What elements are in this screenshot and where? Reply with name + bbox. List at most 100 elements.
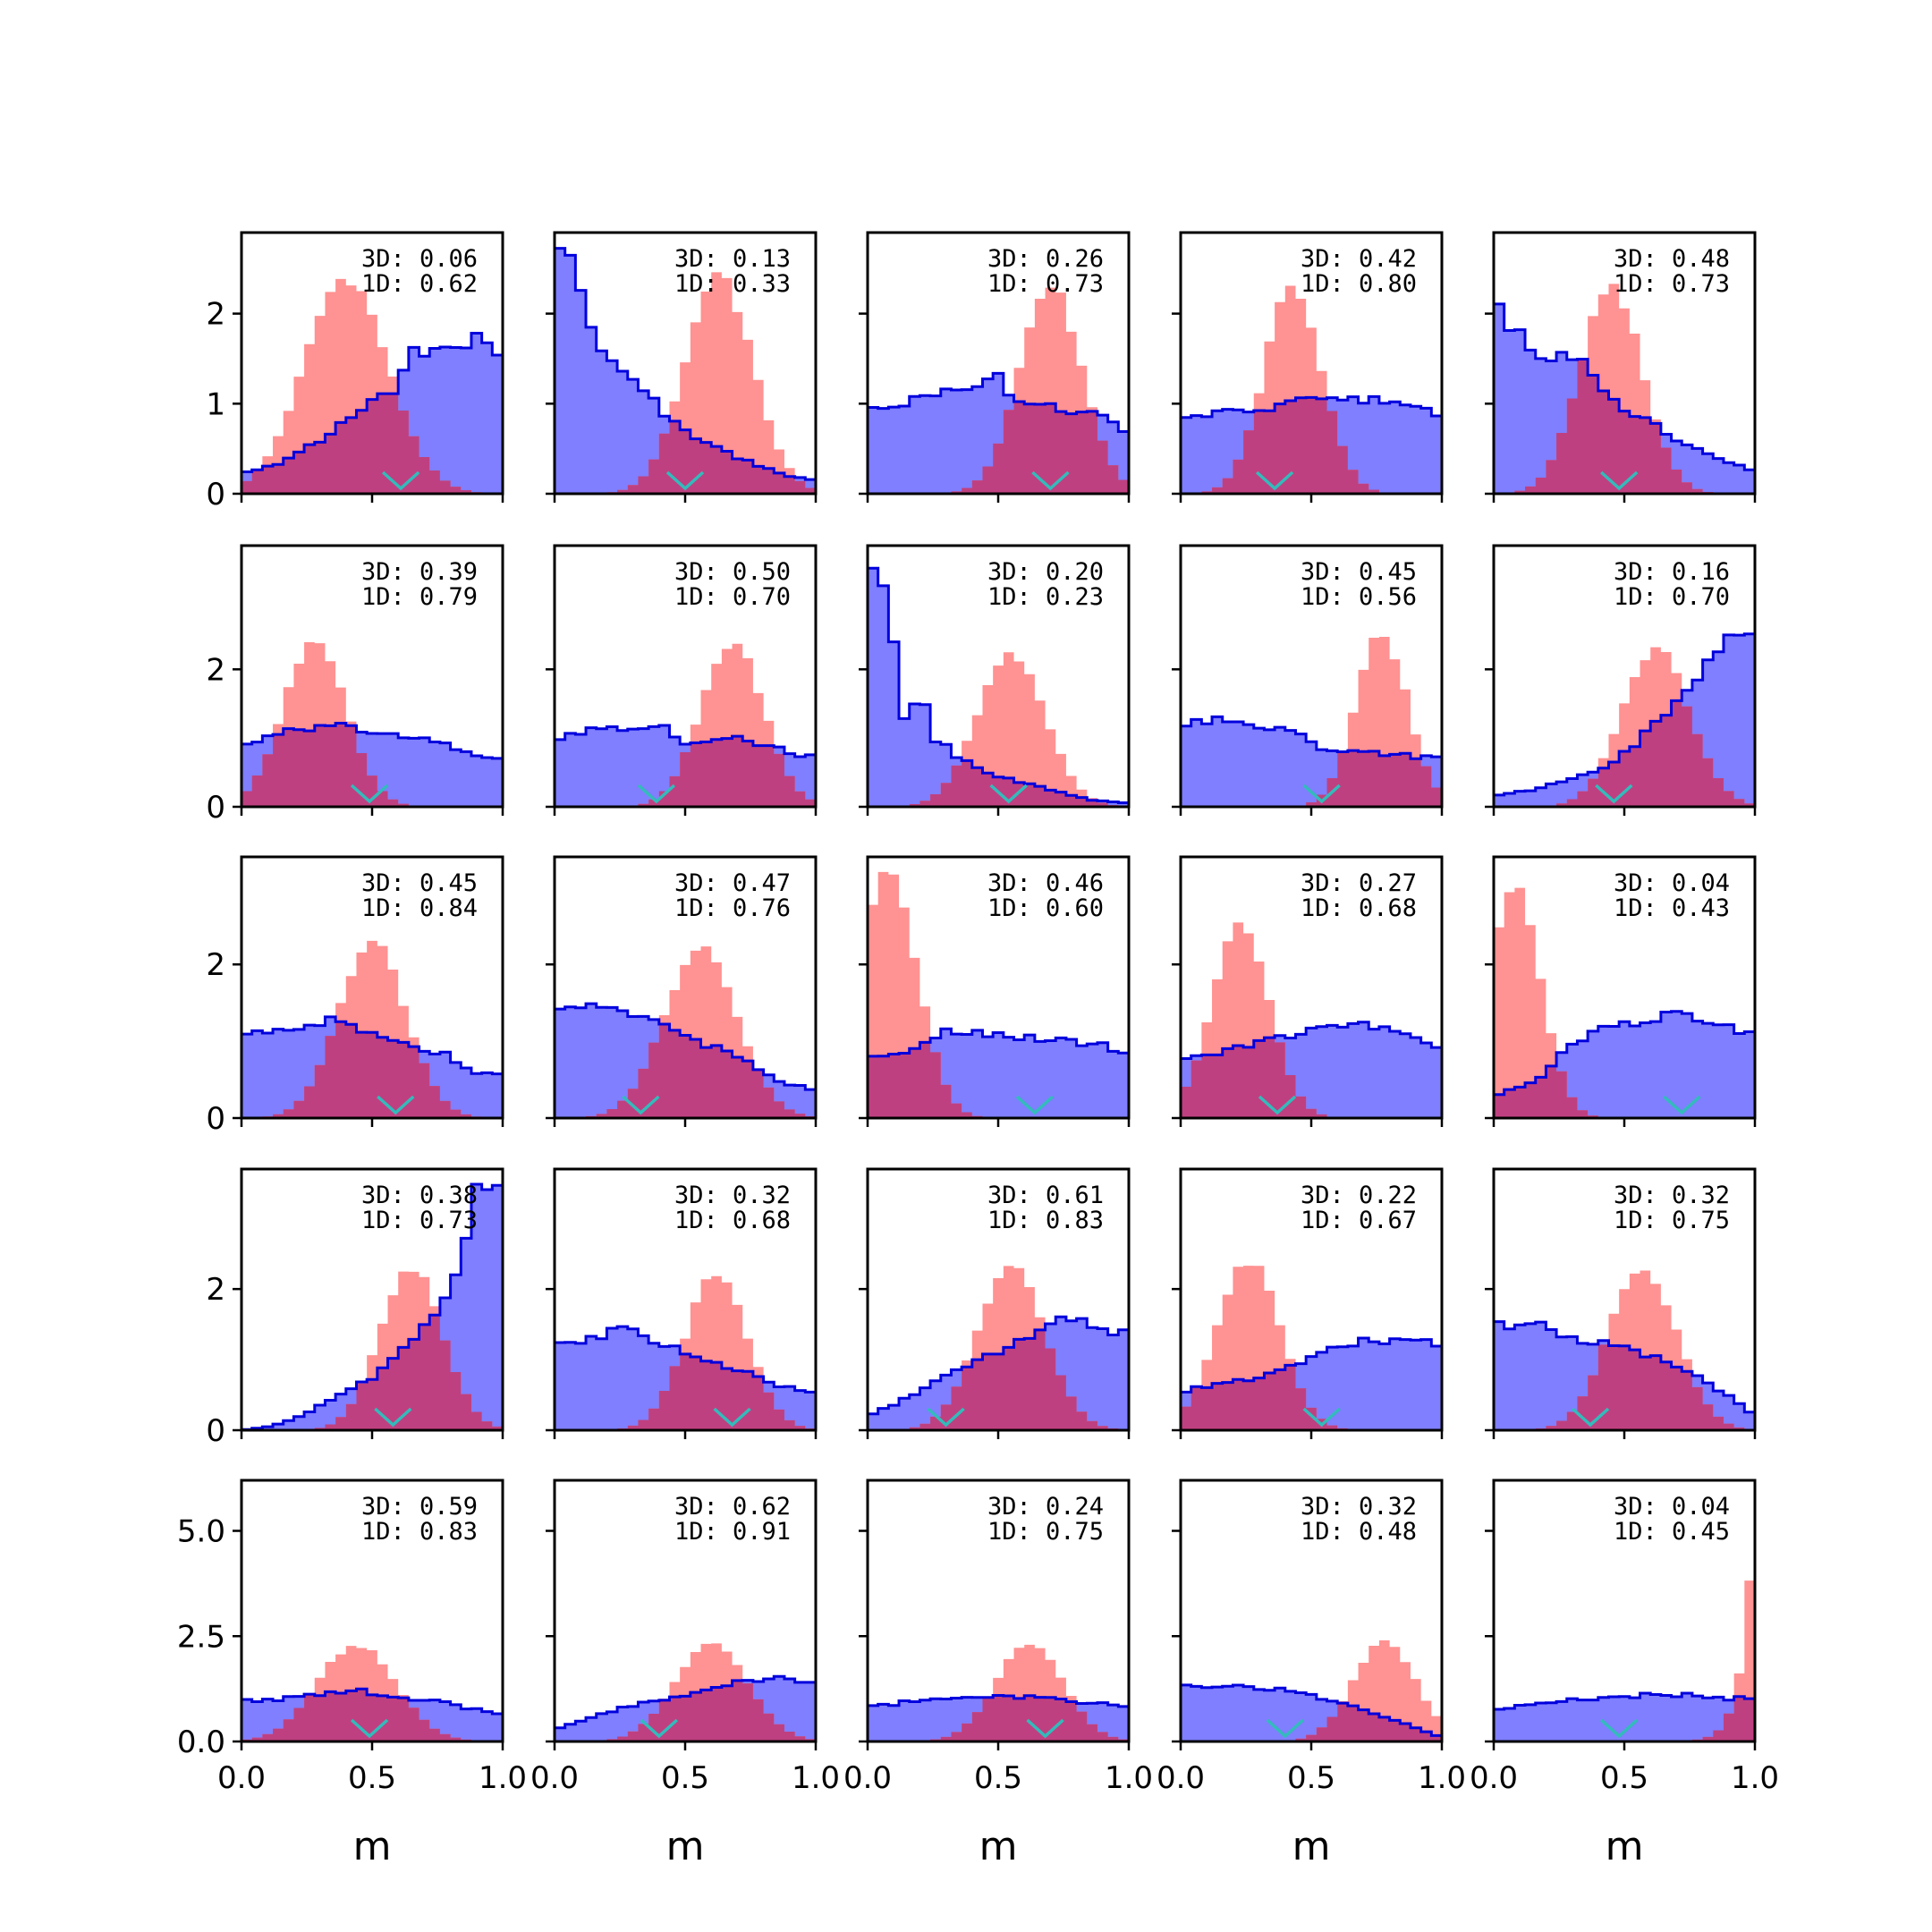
histogram-marks: [555, 1275, 816, 1430]
histogram-marks: [1181, 1640, 1442, 1741]
corner-label-1d: 1D: 0.56: [1301, 583, 1417, 611]
overlap-region: [1181, 750, 1442, 807]
blue-histogram-outline: [868, 566, 1129, 805]
histogram-marks: [242, 940, 503, 1118]
y-tick-label: 2.5: [177, 1619, 225, 1655]
cyan-v-marker: [622, 1095, 660, 1115]
corner-label-3d: 3D: 0.50: [674, 558, 791, 586]
corner-label-3d: 3D: 0.42: [1301, 245, 1417, 273]
overlap-region: [555, 420, 816, 494]
histogram-marks: [1181, 637, 1442, 807]
red-histogram: [868, 652, 1129, 807]
corner-label-3d: 3D: 0.47: [674, 869, 791, 897]
histogram-marks: [1181, 285, 1442, 494]
overlap-region: [242, 1315, 503, 1430]
cyan-v-marker: [381, 470, 420, 491]
histogram-marks: [242, 1182, 503, 1430]
histogram-marks: [868, 871, 1129, 1118]
cyan-v-marker: [640, 1718, 678, 1739]
histogram-marks: [868, 566, 1129, 807]
cyan-v-marker: [374, 1407, 412, 1428]
blue-histogram-outline: [242, 1015, 503, 1076]
blue-histogram-outline: [242, 331, 503, 474]
overlap-region: [868, 1329, 1129, 1430]
corner-label-1d: 1D: 0.68: [1301, 894, 1417, 922]
blue-histogram-outline: [1181, 394, 1442, 419]
x-axis-label: m: [666, 1824, 705, 1869]
corner-label-1d: 1D: 0.84: [361, 894, 478, 922]
blue-histogram-outline: [1494, 1691, 1755, 1711]
cyan-v-marker: [1255, 470, 1294, 491]
y-tick-label: 0: [206, 1413, 225, 1449]
cyan-v-marker: [1595, 784, 1633, 804]
cyan-v-marker: [665, 470, 705, 491]
y-tick-label: 2: [206, 652, 225, 688]
corner-label-3d: 3D: 0.04: [1614, 869, 1730, 897]
corner-label-1d: 1D: 0.33: [674, 270, 791, 298]
cyan-v-marker: [350, 1718, 389, 1739]
overlap-region: [1494, 1065, 1755, 1118]
y-tick-label: 0.0: [177, 1724, 225, 1760]
corner-label-1d: 1D: 0.73: [1614, 270, 1730, 298]
overlap-region: [242, 723, 503, 807]
cyan-v-marker: [1571, 1407, 1610, 1428]
cyan-v-marker: [1015, 1095, 1055, 1115]
x-tick-label: 0.5: [661, 1760, 709, 1796]
histogram-marks: [555, 1643, 816, 1741]
blue-histogram-outline: [868, 1694, 1129, 1708]
histogram-marks: [868, 1266, 1129, 1430]
histogram-marks: [242, 641, 503, 807]
corner-label-1d: 1D: 0.75: [1614, 1207, 1730, 1234]
corner-label-3d: 3D: 0.45: [1301, 558, 1417, 586]
corner-label-3d: 3D: 0.32: [674, 1182, 791, 1209]
corner-label-3d: 3D: 0.32: [1614, 1182, 1730, 1209]
red-histogram: [242, 278, 503, 494]
blue-histogram-fill: [555, 248, 816, 494]
y-tick-label: 2: [206, 1272, 225, 1308]
overlap-region: [555, 1024, 816, 1118]
overlap-region: [555, 1353, 816, 1430]
x-tick-label: 0.0: [843, 1760, 892, 1796]
blue-histogram-outline: [1494, 632, 1755, 797]
overlap-region: [555, 1680, 816, 1741]
blue-histogram-outline: [868, 1027, 1129, 1058]
y-tick-label: 0: [206, 477, 225, 513]
corner-label-3d: 3D: 0.39: [361, 558, 478, 586]
histogram-marks: [1494, 632, 1755, 807]
blue-histogram-outline: [555, 724, 816, 758]
corner-label-3d: 3D: 0.61: [987, 1182, 1104, 1209]
corner-label-3d: 3D: 0.13: [674, 245, 791, 273]
overlap-region: [242, 1689, 503, 1741]
corner-label-1d: 1D: 0.45: [1614, 1518, 1730, 1546]
cyan-v-marker: [1302, 784, 1341, 804]
overlap-region: [555, 736, 816, 807]
blue-histogram-fill: [868, 568, 1129, 807]
cyan-v-marker: [1031, 470, 1070, 491]
blue-histogram-outline: [555, 1325, 816, 1394]
x-tick-label: 1.0: [479, 1760, 527, 1796]
overlap-region: [868, 1695, 1129, 1741]
corner-label-3d: 3D: 0.04: [1614, 1493, 1730, 1521]
x-tick-label: 1.0: [1105, 1760, 1153, 1796]
x-tick-label: 1.0: [1418, 1760, 1466, 1796]
blue-histogram-fill: [1494, 1692, 1755, 1741]
blue-histogram-outline: [1181, 1021, 1442, 1060]
blue-histogram-outline: [242, 1182, 503, 1430]
blue-histogram-outline: [1494, 1320, 1755, 1414]
histogram-marks: [555, 946, 816, 1118]
